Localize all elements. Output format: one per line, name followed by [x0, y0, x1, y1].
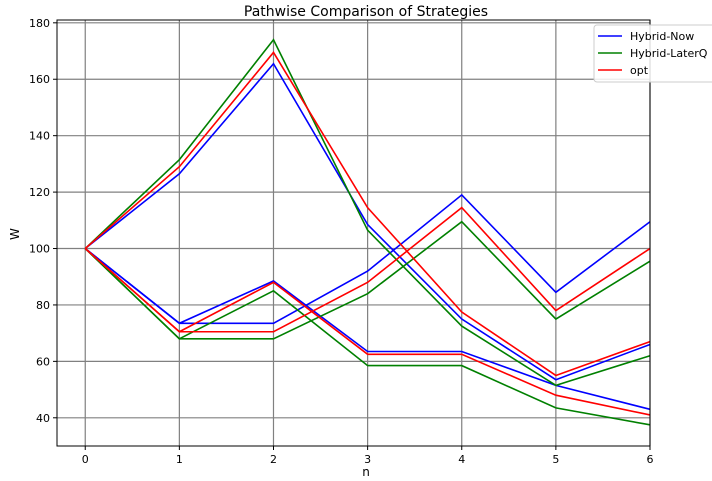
series-line-opt-path-1: [84, 51, 651, 377]
x-tick-label: 5: [552, 453, 559, 466]
legend: Hybrid-Now Hybrid-LaterQ opt: [593, 24, 712, 83]
series-line-hybrid-now-path-1: [84, 62, 651, 381]
y-tick-label: 100: [29, 243, 50, 256]
legend-label: Hybrid-Now: [630, 30, 694, 43]
x-axis-ticks: 0 1 2 3 4 5 6: [82, 446, 654, 466]
legend-box: [593, 24, 712, 83]
series-line-hybrid-now-path-3: [84, 193, 651, 325]
grid: [57, 20, 651, 446]
y-tick-label: 160: [29, 73, 50, 86]
x-tick-label: 3: [364, 453, 371, 466]
x-tick-label: 1: [176, 453, 183, 466]
chart-title: Pathwise Comparison of Strategies: [244, 4, 488, 20]
y-tick-label: 180: [29, 17, 50, 30]
x-tick-label: 4: [458, 453, 465, 466]
y-tick-label: 40: [36, 412, 50, 425]
plot-area-frame: [56, 19, 651, 447]
x-tick-label: 6: [647, 453, 654, 466]
series-line-hybrid-laterq-path-3: [84, 220, 651, 340]
series-lines: [84, 38, 651, 426]
legend-label: opt: [630, 64, 649, 77]
y-tick-label: 60: [36, 355, 50, 368]
legend-label: Hybrid-LaterQ: [630, 47, 708, 60]
series-line-hybrid-laterq-path-1: [84, 38, 651, 387]
x-tick-label: 2: [270, 453, 277, 466]
y-tick-label: 140: [29, 130, 50, 143]
y-tick-label: 80: [36, 299, 50, 312]
y-axis-ticks: 40 60 80 100 120 140 160 180: [29, 17, 57, 425]
x-axis-label: n: [362, 465, 370, 479]
series-line-opt-path-3: [84, 206, 651, 333]
y-tick-label: 120: [29, 186, 50, 199]
x-tick-label: 0: [82, 453, 89, 466]
y-axis-label: W: [8, 228, 22, 240]
